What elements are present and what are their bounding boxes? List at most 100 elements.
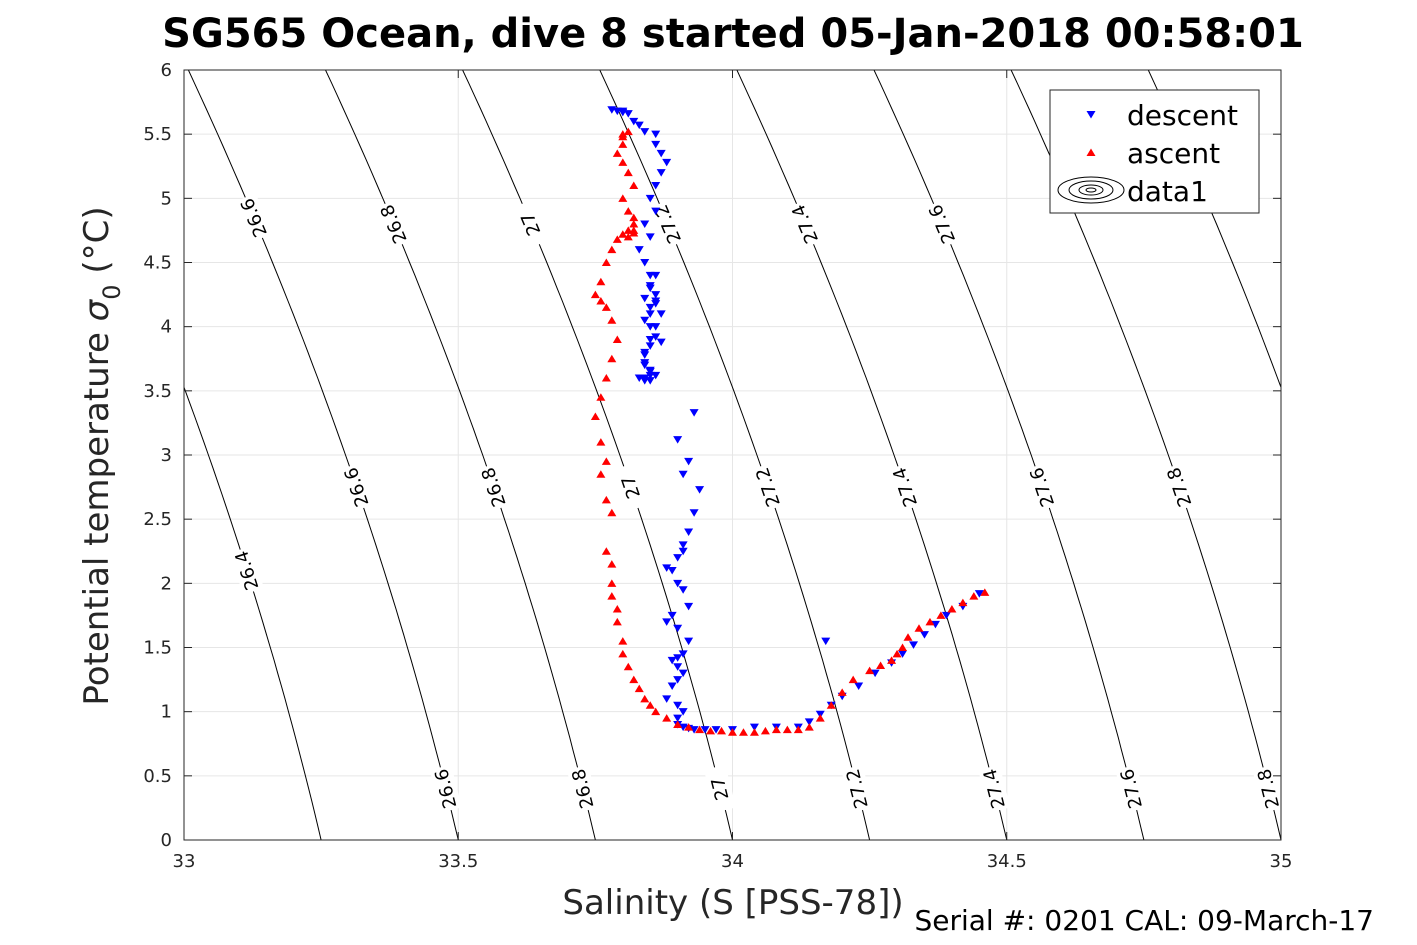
y-tick-label: 1 xyxy=(161,702,172,723)
ascent-point xyxy=(612,617,622,626)
ascent-point xyxy=(887,656,897,664)
descent-point xyxy=(634,246,644,254)
ascent-point xyxy=(898,643,908,651)
descent-point xyxy=(667,682,677,690)
ascent-point xyxy=(738,728,748,736)
contour-label: 27.2 xyxy=(841,764,874,813)
ascent-point xyxy=(590,290,600,299)
contour-label: 26.8 xyxy=(566,764,599,813)
contour-label-bg xyxy=(1161,462,1197,512)
ascent-point xyxy=(596,438,606,446)
ascent-point xyxy=(590,412,600,420)
descent-point xyxy=(623,110,633,118)
ascent-point xyxy=(607,354,617,363)
contour-label-bg xyxy=(229,546,265,595)
ascent-point xyxy=(892,649,902,658)
descent-point xyxy=(640,374,650,382)
ascent-point xyxy=(601,547,611,555)
descent-point xyxy=(854,682,864,690)
x-axis-label: Salinity (S [PSS-78]) xyxy=(562,883,903,923)
ascent-point xyxy=(618,140,628,148)
contour-labels: 26.4 26.6 26.6 26.6 26.8 26.8 26.8 27 27 27 27.2 27… xyxy=(229,193,1285,813)
ascent-point xyxy=(673,720,683,728)
descent-point xyxy=(700,726,710,734)
ascent-point xyxy=(793,725,803,734)
contour-label-bg xyxy=(750,462,786,512)
descent-point xyxy=(673,554,683,562)
ascent-point xyxy=(601,495,611,504)
descent-point xyxy=(930,620,940,629)
ascent-point xyxy=(596,393,606,401)
ascent-point xyxy=(914,624,924,632)
contour-label: 27.2 xyxy=(649,199,687,249)
ascent-point xyxy=(623,127,633,136)
ascent-point xyxy=(607,579,617,587)
legend: descent ascent data1 xyxy=(1049,89,1260,214)
descent-point xyxy=(645,371,655,380)
descent-point xyxy=(678,541,688,549)
contour-label: 27.4 xyxy=(887,462,923,512)
descent-point xyxy=(656,338,666,347)
contour-label: 27.8 xyxy=(1252,764,1285,813)
descent-point xyxy=(673,579,683,588)
contour-label-bg xyxy=(1115,764,1148,813)
ascent-point xyxy=(623,168,633,177)
descent-point xyxy=(651,182,661,190)
descent-point xyxy=(667,611,677,620)
ascent-point xyxy=(629,181,639,189)
ascent-point xyxy=(804,723,814,731)
descent-point xyxy=(673,701,683,710)
ascent-point xyxy=(601,303,611,311)
ascent-point xyxy=(782,725,792,734)
contour-label-text: 26.8 xyxy=(568,767,598,811)
ascent-point xyxy=(596,470,606,478)
descent-point xyxy=(684,457,694,466)
contour-label-bg xyxy=(1252,764,1285,813)
ascent-point xyxy=(629,213,639,222)
legend-descent-label: descent xyxy=(1127,99,1238,132)
descent-point xyxy=(656,169,666,177)
contour-label-bg xyxy=(1024,462,1060,512)
contour-label: 26.8 xyxy=(476,462,512,512)
descent-point xyxy=(640,259,650,267)
descent-point xyxy=(645,194,655,203)
ascent-point xyxy=(634,684,644,693)
descent-point xyxy=(640,316,650,325)
descent-point xyxy=(711,726,721,734)
descent-point xyxy=(673,676,683,684)
contour-label-bg xyxy=(649,199,687,249)
legend-descent-marker xyxy=(1086,111,1096,119)
contour-label-text: 26.8 xyxy=(377,201,412,246)
contour-label-text: 27.6 xyxy=(1026,465,1059,510)
descent-point xyxy=(656,310,666,318)
contour-label: 27.6 xyxy=(1024,462,1060,512)
ascent-point xyxy=(640,694,650,703)
descent-point xyxy=(656,149,666,158)
ascent-point xyxy=(706,726,716,735)
descent-point xyxy=(678,650,688,658)
chart-title: SG565 Ocean, dive 8 started 05-Jan-2018 … xyxy=(162,11,1304,57)
ascent-point xyxy=(980,588,990,596)
descent-point xyxy=(678,586,688,594)
serial-cal-footer: Serial #: 0201 CAL: 09-March-17 xyxy=(914,904,1374,937)
x-tick-label: 34.5 xyxy=(987,851,1027,872)
ascent-point xyxy=(848,675,858,684)
x-tick-label: 33.5 xyxy=(438,851,478,872)
ascent-point xyxy=(645,701,655,709)
descent-point xyxy=(678,708,688,716)
y-tick-label: 0 xyxy=(161,830,172,851)
descent-point xyxy=(673,714,683,723)
descent-point xyxy=(640,128,650,136)
ascent-point xyxy=(607,592,617,600)
descent-point xyxy=(629,117,639,126)
descent-point xyxy=(651,140,661,149)
ascent-point xyxy=(629,228,639,237)
legend-ascent-marker xyxy=(1086,148,1096,156)
ascent-point xyxy=(612,235,622,243)
contour-label: 27.4 xyxy=(786,199,824,249)
descent-point xyxy=(919,631,929,639)
descent-point xyxy=(651,323,661,331)
ascent-point xyxy=(695,725,705,734)
descent-point xyxy=(804,718,814,726)
contour-label: 27.6 xyxy=(923,199,961,249)
